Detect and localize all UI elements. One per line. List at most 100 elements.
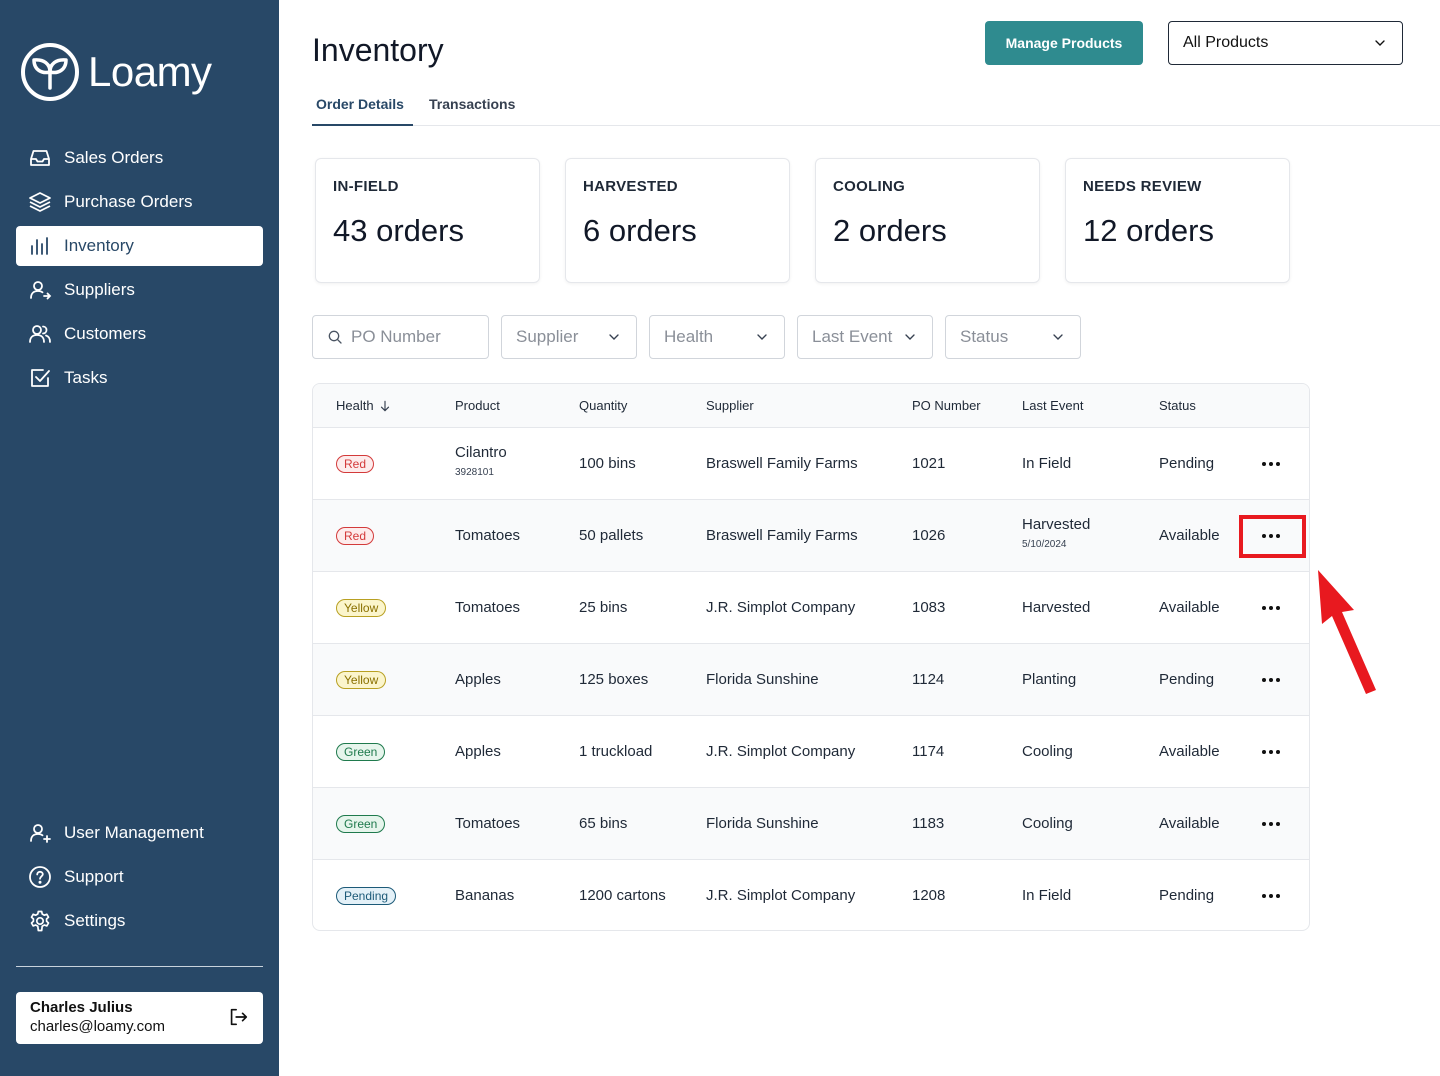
- sidebar-item-support[interactable]: Support: [16, 857, 263, 897]
- column-header-health[interactable]: Health: [336, 398, 392, 413]
- card-value: 6 orders: [583, 213, 697, 248]
- quantity-cell: 25 bins: [579, 599, 628, 616]
- column-header-supplier[interactable]: Supplier: [706, 398, 754, 413]
- supplier-cell: Florida Sunshine: [706, 671, 819, 688]
- main-nav: Sales Orders Purchase Orders Inventory S…: [16, 138, 263, 402]
- logo-text: Loamy: [88, 48, 212, 95]
- supplier-filter[interactable]: Supplier: [501, 315, 637, 359]
- more-actions-icon[interactable]: [1259, 814, 1283, 834]
- product-select[interactable]: All Products: [1168, 21, 1403, 65]
- arrow-down-icon: [380, 400, 389, 411]
- bar-chart-icon: [28, 234, 52, 258]
- card-value: 12 orders: [1083, 213, 1214, 248]
- users-icon: [28, 322, 52, 346]
- summary-card-needs-review[interactable]: NEEDS REVIEW 12 orders: [1065, 158, 1290, 283]
- last-event-name: In Field: [1022, 455, 1072, 472]
- table-row[interactable]: Green Tomatoes 65 bins Florida Sunshine 1183…: [313, 788, 1309, 860]
- summary-card-in-field[interactable]: IN-FIELD 43 orders: [315, 158, 540, 283]
- po-search-placeholder: PO Number: [351, 327, 441, 346]
- status-filter[interactable]: Status: [945, 315, 1081, 359]
- product-cell: Apples: [455, 743, 501, 760]
- logo[interactable]: Loamy: [20, 42, 212, 102]
- annotation-arrow-icon: [1318, 570, 1376, 694]
- more-actions-icon[interactable]: [1259, 454, 1283, 474]
- more-actions-icon[interactable]: [1259, 598, 1283, 618]
- sidebar-item-sales-orders[interactable]: Sales Orders: [16, 138, 263, 178]
- po-search-input[interactable]: PO Number: [312, 315, 489, 359]
- po-number-cell: 1208: [912, 887, 946, 904]
- health-badge: Pending: [336, 887, 397, 905]
- po-number-cell: 1026: [912, 527, 946, 544]
- quantity-cell: 1 truckload: [579, 743, 653, 760]
- sidebar-item-suppliers[interactable]: Suppliers: [16, 270, 263, 310]
- table-row[interactable]: Yellow Tomatoes 25 bins J.R. Simplot Compan…: [313, 572, 1309, 644]
- sidebar-item-customers[interactable]: Customers: [16, 314, 263, 354]
- card-label: HARVESTED: [583, 178, 678, 195]
- last-event-cell: Harvested 5/10/2024: [1022, 516, 1090, 550]
- sidebar-item-label: Purchase Orders: [64, 192, 193, 211]
- last-event-name: Cooling: [1022, 743, 1073, 760]
- sidebar-item-settings[interactable]: Settings: [16, 901, 263, 941]
- card-value: 43 orders: [333, 213, 464, 248]
- sidebar-item-tasks[interactable]: Tasks: [16, 358, 263, 398]
- summary-card-cooling[interactable]: COOLING 2 orders: [815, 158, 1040, 283]
- last-event-name: In Field: [1022, 887, 1072, 904]
- quantity-cell: 1200 cartons: [579, 887, 666, 904]
- supplier-cell: J.R. Simplot Company: [706, 599, 856, 616]
- annotation-highlight-box: [1239, 515, 1306, 558]
- leaf-logo-icon: [21, 43, 79, 101]
- sidebar-item-user-management[interactable]: User Management: [16, 813, 263, 853]
- table-row[interactable]: Red Cilantro 3928101 100 bins Braswell Famil…: [313, 428, 1309, 500]
- help-circle-icon: [28, 865, 52, 889]
- sidebar-item-inventory[interactable]: Inventory: [16, 226, 263, 266]
- last-event-cell: Cooling: [1022, 743, 1073, 760]
- layers-icon: [28, 190, 52, 214]
- status-cell: Available: [1159, 815, 1220, 832]
- product-name: Tomatoes: [455, 815, 521, 832]
- table-row[interactable]: Pending Bananas 1200 cartons J.R. Simplot C…: [313, 860, 1309, 930]
- tab-order-details[interactable]: Order Details: [312, 96, 413, 126]
- health-badge: Yellow: [336, 671, 387, 689]
- user-email: charles@loamy.com: [30, 1018, 165, 1035]
- last-event-name: Cooling: [1022, 815, 1073, 832]
- card-value: 2 orders: [833, 213, 947, 248]
- supplier-cell: J.R. Simplot Company: [706, 887, 856, 904]
- card-label: COOLING: [833, 178, 906, 195]
- sidebar-item-purchase-orders[interactable]: Purchase Orders: [16, 182, 263, 222]
- quantity-cell: 125 boxes: [579, 671, 649, 688]
- quantity-cell: 65 bins: [579, 815, 628, 832]
- po-number-cell: 1174: [912, 743, 945, 760]
- table-row[interactable]: Green Apples 1 truckload J.R. Simplot Compa…: [313, 716, 1309, 788]
- more-actions-icon[interactable]: [1259, 886, 1283, 906]
- user-plus-icon: [28, 821, 52, 845]
- column-header-po-number[interactable]: PO Number: [912, 398, 981, 413]
- column-header-last-event[interactable]: Last Event: [1022, 398, 1084, 413]
- product-cell: Tomatoes: [455, 527, 520, 544]
- supplier-cell: J.R. Simplot Company: [706, 743, 856, 760]
- column-header-product[interactable]: Product: [455, 398, 500, 413]
- health-filter[interactable]: Health: [649, 315, 785, 359]
- table-header: Health Product Quantity Supplier PO Numb…: [313, 384, 1309, 428]
- manage-products-button[interactable]: Manage Products: [985, 21, 1143, 65]
- logout-icon[interactable]: [227, 1006, 249, 1028]
- column-header-status[interactable]: Status: [1159, 398, 1196, 413]
- more-actions-icon[interactable]: [1259, 526, 1283, 546]
- table-row[interactable]: Yellow Apples 125 boxes Florida Sunshine 112…: [313, 644, 1309, 716]
- more-actions-icon[interactable]: [1259, 670, 1283, 690]
- table-row[interactable]: Red Tomatoes 50 pallets Braswell Family Far…: [313, 500, 1309, 572]
- more-actions-icon[interactable]: [1259, 742, 1283, 762]
- product-cell: Tomatoes: [455, 815, 520, 832]
- summary-card-harvested[interactable]: HARVESTED 6 orders: [565, 158, 790, 283]
- po-number-cell: 1083: [912, 599, 946, 616]
- status-cell: Pending: [1159, 887, 1215, 904]
- last-event-name: Harvested: [1022, 599, 1091, 616]
- user-card: Charles Julius charles@loamy.com: [16, 992, 263, 1044]
- chevron-down-icon: [1053, 334, 1063, 340]
- column-header-quantity[interactable]: Quantity: [579, 398, 628, 413]
- secondary-nav: User Management Support Settings: [16, 813, 263, 945]
- last-event-filter[interactable]: Last Event: [797, 315, 933, 359]
- user-name: Charles Julius: [30, 999, 133, 1016]
- sidebar-divider: [16, 966, 263, 967]
- product-cell: Tomatoes: [455, 599, 520, 616]
- tab-transactions[interactable]: Transactions: [429, 96, 516, 112]
